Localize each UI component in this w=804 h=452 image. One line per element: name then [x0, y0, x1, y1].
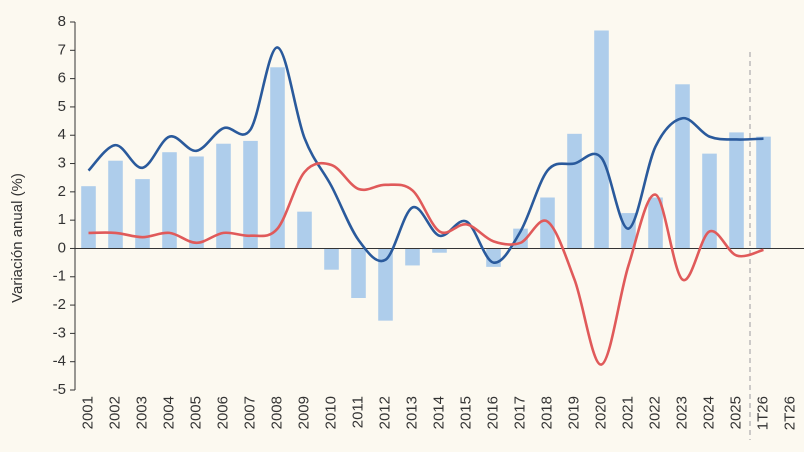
y-tick-label: 2 — [58, 183, 66, 200]
x-tick-label: 2011 — [349, 396, 366, 428]
y-tick-label: 4 — [58, 126, 66, 143]
x-tick-label: 2012 — [376, 396, 393, 429]
x-tick-label: 2013 — [403, 396, 420, 429]
x-tick-label: 2015 — [457, 396, 474, 429]
y-tick-label: -4 — [53, 353, 66, 370]
x-tick-label: 2007 — [241, 396, 258, 429]
x-tick-label: 2003 — [133, 396, 150, 429]
x-tick-label: 2T26 — [781, 396, 798, 430]
bar — [189, 156, 204, 249]
bar — [756, 136, 771, 249]
x-tick-label: 2019 — [565, 396, 582, 429]
y-tick-label: 7 — [58, 41, 66, 58]
x-tick-label: 2025 — [727, 396, 744, 429]
x-tick-label: 2020 — [592, 396, 609, 429]
bar — [324, 248, 339, 270]
x-tick-label: 2005 — [187, 396, 204, 429]
x-tick-label: 2010 — [322, 396, 339, 429]
bar — [135, 179, 150, 249]
bar — [162, 152, 177, 249]
x-tick-label: 2016 — [484, 396, 501, 429]
x-tick-label: 2017 — [511, 396, 528, 429]
line — [87, 46, 764, 264]
x-tick-label: 2018 — [538, 396, 555, 429]
x-tick-label: 2021 — [619, 396, 636, 429]
bar — [216, 143, 231, 249]
x-tick-label: 2009 — [295, 396, 312, 429]
bar — [675, 84, 690, 249]
y-tick-label: 1 — [58, 211, 66, 228]
x-tick-label: 1T26 — [754, 396, 771, 430]
bar — [729, 132, 744, 249]
bar — [243, 140, 258, 249]
y-axis-label: Variación anual (%) — [9, 173, 26, 303]
y-tick-label: 6 — [58, 70, 66, 87]
y-tick-label: 8 — [58, 13, 66, 30]
y-tick-label: -1 — [53, 268, 66, 285]
y-tick-label: 3 — [58, 155, 66, 172]
bar — [432, 248, 447, 253]
x-tick-label: 2022 — [646, 396, 663, 429]
x-tick-label: 2001 — [79, 396, 96, 429]
x-tick-label: 2014 — [430, 396, 447, 429]
y-tick-label: -5 — [53, 381, 66, 398]
bar — [648, 197, 663, 249]
x-tick-label: 2004 — [160, 396, 177, 429]
y-tick-label: -2 — [53, 296, 66, 313]
bar — [378, 248, 393, 321]
bar — [81, 186, 96, 249]
bar — [702, 153, 717, 249]
x-tick-label: 2006 — [214, 396, 231, 429]
x-tick-label: 2002 — [106, 396, 123, 429]
y-tick-label: -3 — [53, 324, 66, 341]
y-tick-label: 5 — [58, 98, 66, 115]
y-tick-label: 0 — [58, 239, 66, 256]
x-tick-label: 2023 — [673, 396, 690, 429]
x-tick-label: 2008 — [268, 396, 285, 429]
bar — [270, 67, 285, 249]
bar — [297, 211, 312, 249]
bar — [405, 248, 420, 266]
bar — [567, 133, 582, 249]
line — [88, 161, 764, 366]
bar — [594, 30, 609, 249]
bar — [351, 248, 366, 298]
x-tick-label: 2024 — [700, 396, 717, 429]
bar — [108, 160, 123, 249]
